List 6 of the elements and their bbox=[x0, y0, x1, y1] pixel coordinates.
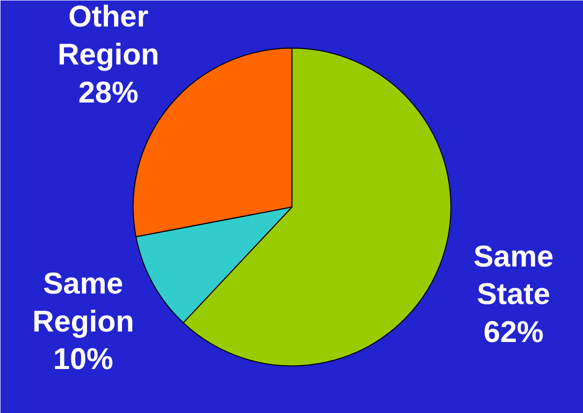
slice-label: Same State bbox=[474, 240, 554, 312]
data-label: 62% bbox=[484, 316, 544, 350]
data-label: 28% bbox=[78, 76, 138, 110]
data-label: 10% bbox=[53, 343, 114, 376]
slice-label: Same Region bbox=[32, 267, 134, 338]
slice-label: Other Region bbox=[58, 0, 160, 72]
